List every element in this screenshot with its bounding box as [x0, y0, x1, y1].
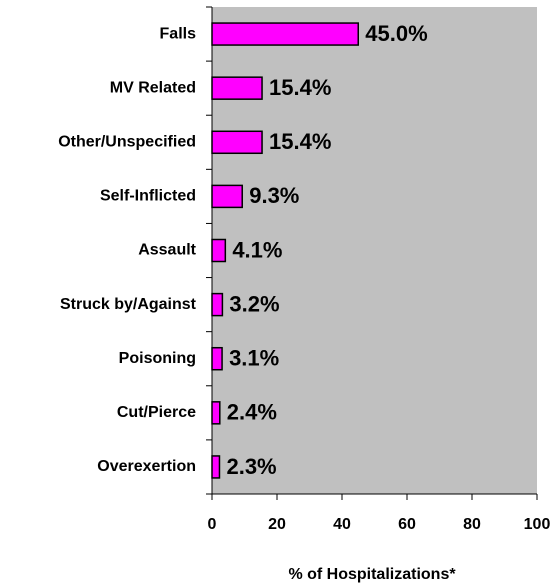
value-label: 15.4%	[269, 129, 331, 154]
y-tick-label: Falls	[160, 25, 197, 42]
x-tick-label: 80	[463, 516, 481, 533]
y-tick-label: Other/Unspecified	[58, 133, 196, 150]
y-tick-label: Struck by/Against	[60, 296, 197, 313]
x-tick-label: 40	[333, 516, 351, 533]
bar	[211, 76, 263, 100]
bar	[211, 292, 224, 317]
bar	[211, 238, 227, 263]
y-tick-label: Self-Inflicted	[100, 188, 196, 205]
y-tick-label: Poisoning	[119, 350, 196, 367]
bar	[211, 455, 221, 479]
bar	[211, 22, 359, 46]
bar	[211, 130, 263, 155]
value-label: 2.4%	[227, 400, 277, 425]
plot-area	[212, 7, 537, 494]
value-label: 9.3%	[249, 183, 299, 208]
x-tick-label: 60	[398, 516, 416, 533]
value-label: 15.4%	[269, 75, 331, 100]
x-tick-label: 0	[208, 516, 217, 533]
value-label: 2.3%	[226, 454, 276, 479]
x-axis-label: % of Hospitalizations*	[288, 566, 456, 583]
value-label: 4.1%	[232, 237, 282, 262]
x-tick-label: 20	[268, 516, 286, 533]
y-tick-label: MV Related	[110, 79, 196, 96]
value-label: 45.0%	[365, 21, 427, 46]
bar	[211, 184, 243, 209]
y-tick-label: Overexertion	[97, 458, 196, 475]
bar	[211, 346, 223, 371]
y-tick-label: Assault	[138, 242, 196, 259]
value-label: 3.2%	[229, 291, 279, 316]
value-label: 3.1%	[229, 346, 279, 371]
bar	[211, 401, 221, 425]
y-tick-label: Cut/Pierce	[117, 404, 196, 421]
x-tick-label: 100	[524, 516, 551, 533]
